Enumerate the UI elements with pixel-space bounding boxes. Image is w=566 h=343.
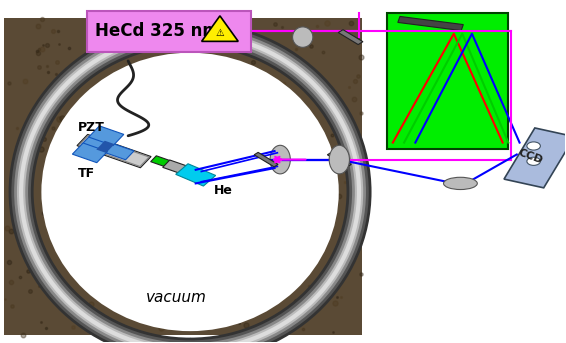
Polygon shape bbox=[398, 16, 464, 31]
Polygon shape bbox=[96, 141, 114, 153]
Polygon shape bbox=[79, 136, 149, 166]
Polygon shape bbox=[89, 126, 124, 145]
Polygon shape bbox=[201, 16, 238, 42]
Text: HeCd 325 nm: HeCd 325 nm bbox=[96, 22, 220, 40]
Polygon shape bbox=[504, 128, 566, 188]
Polygon shape bbox=[72, 143, 108, 163]
Ellipse shape bbox=[41, 53, 339, 331]
Polygon shape bbox=[151, 156, 171, 167]
Polygon shape bbox=[82, 135, 134, 160]
Text: vacuum: vacuum bbox=[145, 291, 207, 306]
Ellipse shape bbox=[329, 145, 349, 174]
Polygon shape bbox=[175, 164, 216, 186]
Ellipse shape bbox=[444, 177, 477, 190]
Circle shape bbox=[527, 157, 541, 165]
Text: ⚠: ⚠ bbox=[216, 28, 224, 38]
Ellipse shape bbox=[293, 27, 313, 47]
Text: PZT: PZT bbox=[78, 121, 104, 134]
FancyBboxPatch shape bbox=[87, 11, 251, 52]
Ellipse shape bbox=[270, 145, 290, 174]
Polygon shape bbox=[77, 134, 151, 168]
Polygon shape bbox=[338, 29, 363, 45]
Text: CCD: CCD bbox=[517, 147, 544, 165]
Circle shape bbox=[527, 142, 541, 150]
Text: He: He bbox=[215, 184, 233, 197]
Polygon shape bbox=[327, 152, 351, 167]
Bar bbox=[387, 13, 508, 150]
Polygon shape bbox=[254, 152, 278, 167]
Bar bbox=[4, 19, 362, 335]
Polygon shape bbox=[162, 160, 189, 174]
Text: TF: TF bbox=[78, 167, 95, 180]
